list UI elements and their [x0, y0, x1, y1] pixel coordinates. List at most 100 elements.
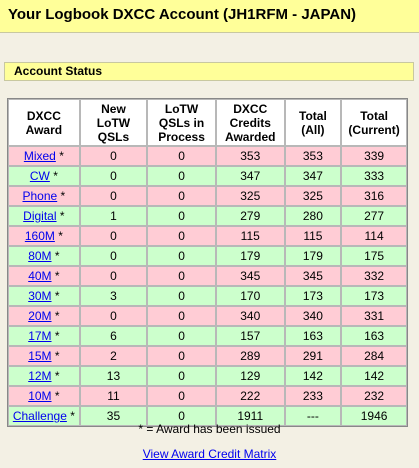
total-all-cell: 340: [284, 306, 342, 326]
total-all-cell: 353: [284, 146, 342, 166]
award-cell: 160M *: [8, 226, 80, 246]
award-cell: Mixed *: [8, 146, 80, 166]
total-current-cell: 277: [341, 206, 407, 226]
total-all-cell: 291: [284, 346, 342, 366]
lotw-in-process-cell: 0: [147, 326, 216, 346]
credits-awarded-cell: 129: [215, 366, 285, 386]
header-line: Award: [25, 122, 63, 137]
issued-star: *: [54, 269, 60, 283]
table-row: Phone * 0 0 325 325 316: [8, 186, 407, 206]
total-current-cell: 1946: [341, 406, 407, 426]
header-line: (Current): [348, 122, 400, 137]
issued-star: *: [54, 389, 60, 403]
award-link[interactable]: Phone: [22, 189, 58, 203]
issued-star: *: [54, 249, 60, 263]
award-link[interactable]: 12M: [28, 369, 52, 383]
total-all-cell: 345: [284, 266, 342, 286]
lotw-in-process-cell: 0: [147, 146, 216, 166]
header-line: Awarded: [225, 129, 276, 144]
award-link[interactable]: 10M: [28, 389, 52, 403]
new-lotw-qsls-cell: 6: [79, 326, 148, 346]
total-current-header: Total (Current): [341, 99, 407, 146]
new-lotw-qsls-cell: 0: [79, 166, 148, 186]
header-line: Total: [360, 108, 388, 123]
award-cell: 15M *: [8, 346, 80, 366]
award-link[interactable]: 80M: [28, 249, 52, 263]
header-line: Total: [299, 108, 327, 123]
section-header: Account Status: [4, 62, 414, 81]
award-cell: 20M *: [8, 306, 80, 326]
issued-star: *: [53, 169, 58, 183]
new-lotw-qsls-header: New LoTW QSLs: [79, 99, 148, 146]
new-lotw-qsls-cell: 1: [79, 206, 148, 226]
new-lotw-qsls-cell: 0: [79, 246, 148, 266]
total-all-cell: 142: [284, 366, 342, 386]
header-line: LoTW: [96, 115, 131, 130]
award-link[interactable]: 15M: [28, 349, 52, 363]
total-current-cell: 163: [341, 326, 407, 346]
credits-awarded-cell: 170: [215, 286, 285, 306]
award-link[interactable]: 160M: [24, 229, 55, 243]
total-all-cell: 325: [284, 186, 342, 206]
table-row: 30M * 3 0 170 173 173: [8, 286, 407, 306]
total-all-cell: 233: [284, 386, 342, 406]
lotw-in-process-cell: 0: [147, 346, 216, 366]
award-link[interactable]: Mixed: [23, 149, 56, 163]
total-all-cell: 280: [284, 206, 342, 226]
view-award-credit-matrix-link[interactable]: View Award Credit Matrix: [142, 447, 277, 461]
table-row: 40M * 0 0 345 345 332: [8, 266, 407, 286]
total-current-cell: 331: [341, 306, 407, 326]
award-link[interactable]: 20M: [28, 309, 52, 323]
header-line: Credits: [229, 115, 271, 130]
new-lotw-qsls-cell: 0: [79, 306, 148, 326]
table-row: 17M * 6 0 157 163 163: [8, 326, 407, 346]
new-lotw-qsls-cell: 3: [79, 286, 148, 306]
award-link[interactable]: 30M: [28, 289, 52, 303]
dxcc-award-header: DXCC Award: [8, 99, 80, 146]
table-row: CW * 0 0 347 347 333: [8, 166, 407, 186]
dxcc-credits-awarded-header: DXCC Credits Awarded: [215, 99, 285, 146]
new-lotw-qsls-cell: 2: [79, 346, 148, 366]
total-all-cell: 347: [284, 166, 342, 186]
credits-awarded-cell: 1911: [215, 406, 285, 426]
credits-awarded-cell: 353: [215, 146, 285, 166]
award-cell: 80M *: [8, 246, 80, 266]
header-line: New: [101, 101, 126, 116]
new-lotw-qsls-cell: 11: [79, 386, 148, 406]
lotw-in-process-cell: 0: [147, 406, 216, 426]
total-all-cell: ---: [284, 406, 342, 426]
header-line: DXCC: [26, 108, 61, 123]
total-current-cell: 142: [341, 366, 407, 386]
header-line: LoTW: [164, 101, 199, 116]
total-all-cell: 179: [284, 246, 342, 266]
matrix-link-container: View Award Credit Matrix: [0, 447, 419, 461]
credits-awarded-cell: 325: [215, 186, 285, 206]
lotw-in-process-cell: 0: [147, 206, 216, 226]
lotw-in-process-cell: 0: [147, 286, 216, 306]
issued-star: *: [59, 149, 64, 163]
header-line: QSLs: [97, 129, 130, 144]
award-link[interactable]: 17M: [28, 329, 52, 343]
header-line: (All): [301, 122, 325, 137]
award-link[interactable]: CW: [29, 169, 50, 183]
new-lotw-qsls-cell: 0: [79, 266, 148, 286]
table-row: Challenge * 35 0 1911 --- 1946: [8, 406, 407, 426]
issued-star: *: [54, 329, 60, 343]
total-current-cell: 284: [341, 346, 407, 366]
lotw-in-process-cell: 0: [147, 266, 216, 286]
credits-awarded-cell: 289: [215, 346, 285, 366]
award-link[interactable]: Digital: [23, 209, 57, 223]
award-cell: 10M *: [8, 386, 80, 406]
issued-star: *: [59, 209, 65, 223]
issued-star: *: [54, 349, 60, 363]
award-link[interactable]: 40M: [28, 269, 52, 283]
table-row: 160M * 0 0 115 115 114: [8, 226, 407, 246]
award-link[interactable]: Challenge: [12, 409, 67, 423]
issued-star: *: [54, 309, 60, 323]
credits-awarded-cell: 340: [215, 306, 285, 326]
lotw-in-process-cell: 0: [147, 386, 216, 406]
header-line: Process: [158, 129, 205, 144]
lotw-in-process-cell: 0: [147, 306, 216, 326]
total-current-cell: 114: [341, 226, 407, 246]
total-all-cell: 163: [284, 326, 342, 346]
